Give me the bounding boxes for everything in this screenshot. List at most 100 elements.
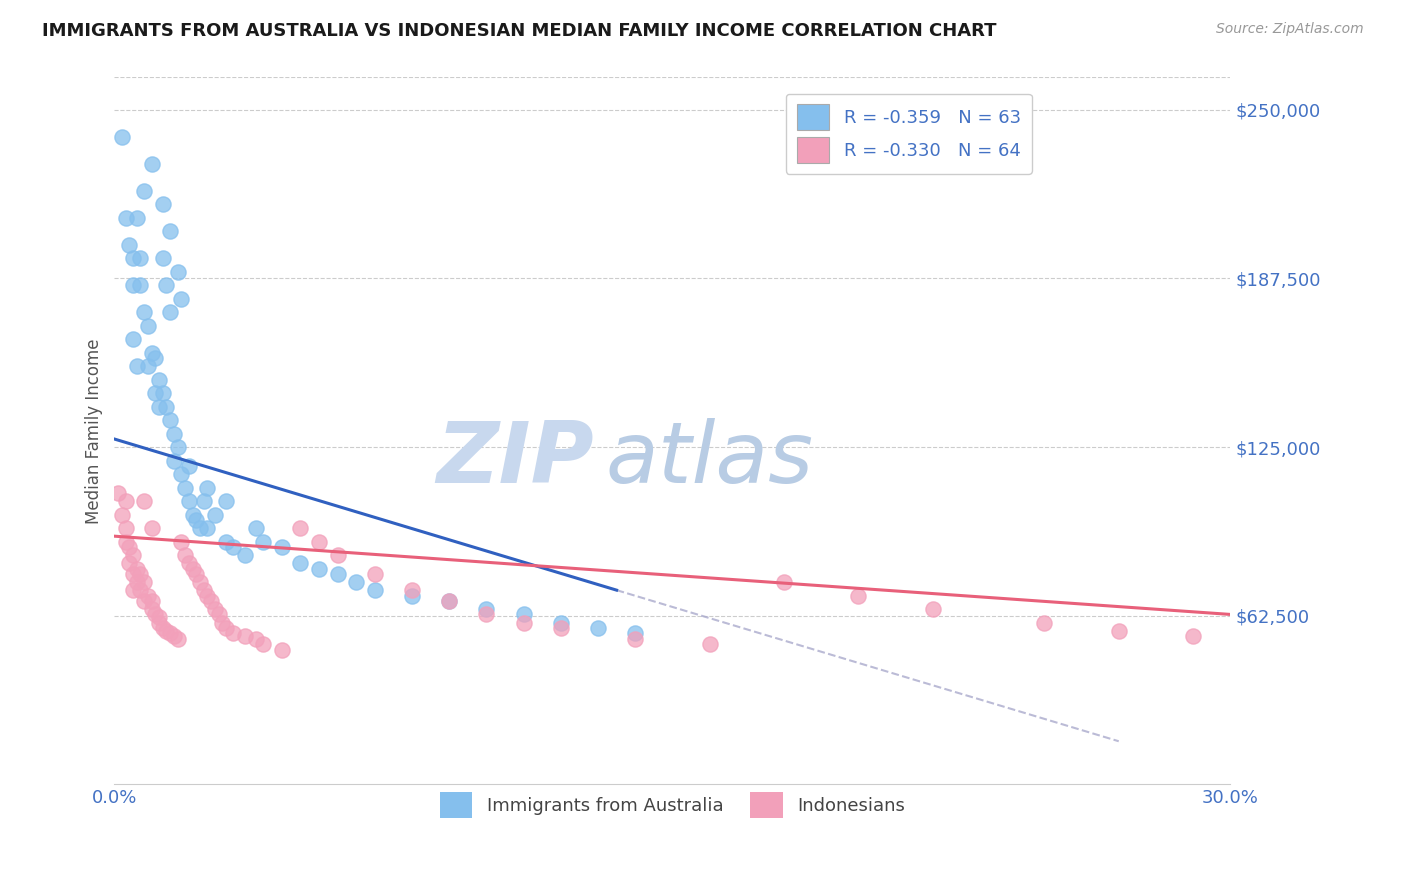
Point bbox=[222, 626, 245, 640]
Point bbox=[475, 607, 498, 622]
Point bbox=[193, 494, 215, 508]
Point bbox=[122, 252, 145, 266]
Point bbox=[308, 561, 330, 575]
Point bbox=[586, 621, 609, 635]
Point bbox=[1033, 615, 1056, 630]
Point bbox=[233, 548, 256, 562]
Point bbox=[114, 494, 136, 508]
Point bbox=[188, 575, 211, 590]
Point bbox=[136, 589, 159, 603]
Point bbox=[155, 624, 177, 638]
Point bbox=[170, 534, 193, 549]
Point bbox=[159, 224, 181, 238]
Point bbox=[193, 583, 215, 598]
Point bbox=[129, 583, 152, 598]
Point bbox=[215, 494, 238, 508]
Point bbox=[177, 556, 200, 570]
Point bbox=[148, 615, 170, 630]
Text: Source: ZipAtlas.com: Source: ZipAtlas.com bbox=[1216, 22, 1364, 37]
Point bbox=[141, 521, 163, 535]
Point bbox=[136, 359, 159, 374]
Point bbox=[143, 386, 166, 401]
Point bbox=[204, 508, 226, 522]
Point bbox=[118, 556, 141, 570]
Point bbox=[114, 521, 136, 535]
Point bbox=[125, 359, 148, 374]
Point bbox=[186, 566, 208, 581]
Point bbox=[125, 561, 148, 575]
Point bbox=[148, 610, 170, 624]
Point bbox=[163, 629, 186, 643]
Point bbox=[200, 594, 222, 608]
Point bbox=[215, 621, 238, 635]
Point bbox=[155, 278, 177, 293]
Point bbox=[143, 607, 166, 622]
Point bbox=[134, 184, 156, 198]
Point bbox=[186, 513, 208, 527]
Point bbox=[107, 486, 129, 500]
Point bbox=[134, 575, 156, 590]
Point bbox=[122, 583, 145, 598]
Legend: Immigrants from Australia, Indonesians: Immigrants from Australia, Indonesians bbox=[433, 785, 912, 825]
Point bbox=[170, 292, 193, 306]
Point bbox=[111, 508, 134, 522]
Point bbox=[252, 534, 274, 549]
Point bbox=[136, 318, 159, 333]
Point bbox=[118, 237, 141, 252]
Point bbox=[344, 575, 367, 590]
Point bbox=[170, 467, 193, 482]
Point bbox=[152, 386, 174, 401]
Point bbox=[159, 626, 181, 640]
Point bbox=[118, 540, 141, 554]
Point bbox=[141, 602, 163, 616]
Point bbox=[163, 426, 186, 441]
Point bbox=[550, 621, 572, 635]
Point bbox=[174, 481, 197, 495]
Point bbox=[270, 540, 292, 554]
Point bbox=[122, 566, 145, 581]
Point bbox=[290, 556, 312, 570]
Point bbox=[143, 351, 166, 365]
Point bbox=[148, 400, 170, 414]
Point bbox=[188, 521, 211, 535]
Point bbox=[252, 637, 274, 651]
Point bbox=[197, 481, 219, 495]
Point bbox=[512, 615, 534, 630]
Point bbox=[401, 589, 423, 603]
Point bbox=[152, 621, 174, 635]
Point bbox=[125, 575, 148, 590]
Point bbox=[326, 566, 349, 581]
Point bbox=[152, 197, 174, 211]
Point bbox=[159, 305, 181, 319]
Text: atlas: atlas bbox=[606, 417, 814, 500]
Point bbox=[125, 211, 148, 225]
Point bbox=[222, 540, 245, 554]
Point bbox=[197, 589, 219, 603]
Point bbox=[437, 594, 460, 608]
Point bbox=[364, 583, 387, 598]
Point bbox=[174, 548, 197, 562]
Point bbox=[177, 458, 200, 473]
Point bbox=[122, 548, 145, 562]
Point bbox=[624, 632, 647, 646]
Point bbox=[134, 594, 156, 608]
Point bbox=[699, 637, 721, 651]
Point bbox=[364, 566, 387, 581]
Point bbox=[1182, 629, 1205, 643]
Point bbox=[129, 252, 152, 266]
Point bbox=[475, 602, 498, 616]
Point bbox=[512, 607, 534, 622]
Point bbox=[197, 521, 219, 535]
Point bbox=[181, 561, 204, 575]
Point bbox=[624, 626, 647, 640]
Point bbox=[148, 373, 170, 387]
Point bbox=[215, 534, 238, 549]
Y-axis label: Median Family Income: Median Family Income bbox=[86, 338, 103, 524]
Point bbox=[166, 632, 188, 646]
Point bbox=[141, 594, 163, 608]
Text: IMMIGRANTS FROM AUSTRALIA VS INDONESIAN MEDIAN FAMILY INCOME CORRELATION CHART: IMMIGRANTS FROM AUSTRALIA VS INDONESIAN … bbox=[42, 22, 997, 40]
Point bbox=[166, 265, 188, 279]
Point bbox=[326, 548, 349, 562]
Point bbox=[177, 494, 200, 508]
Point bbox=[141, 157, 163, 171]
